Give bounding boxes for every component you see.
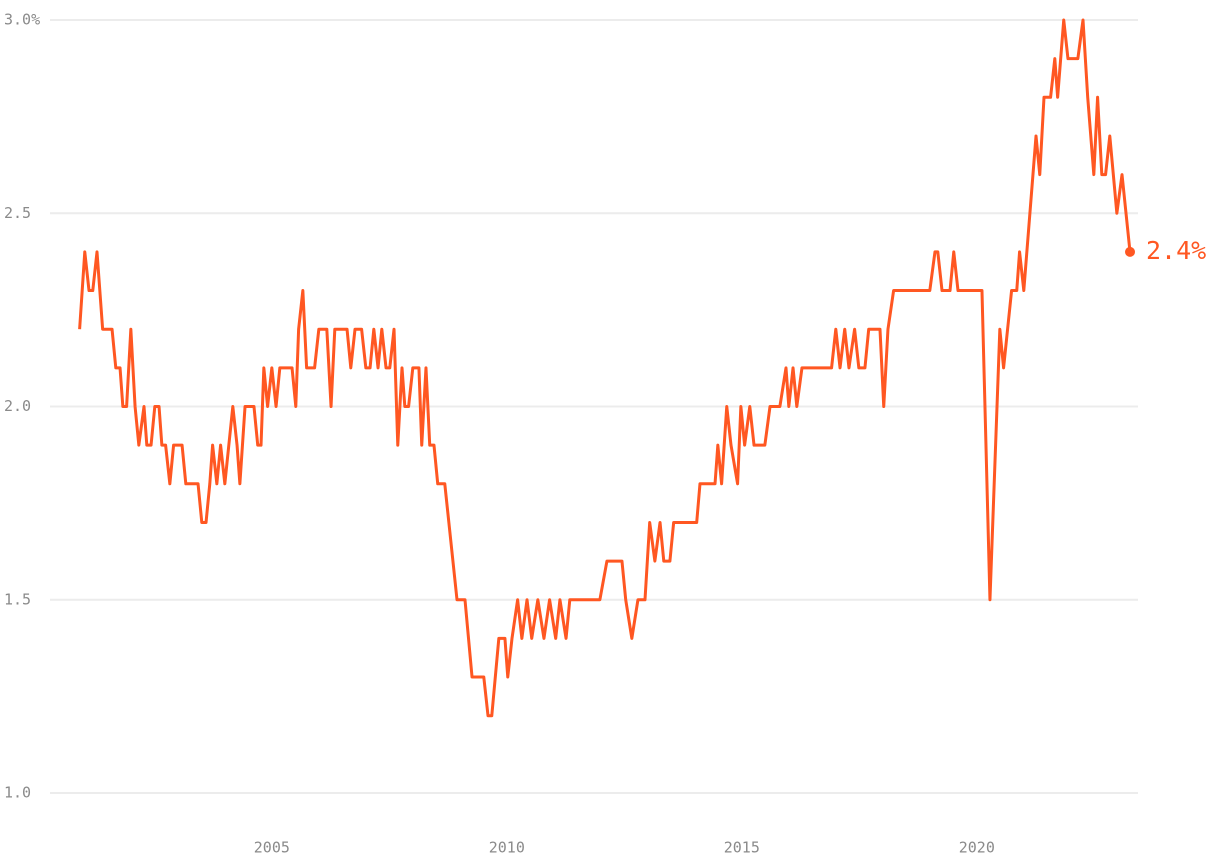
y-tick-label: 2.5 xyxy=(4,204,31,222)
y-tick-label: 3.0% xyxy=(4,11,40,29)
y-tick-label: 1.5 xyxy=(4,590,31,608)
y-tick-label: 2.0 xyxy=(4,397,31,415)
x-tick-label: 2010 xyxy=(489,839,525,857)
end-value-label: 2.4% xyxy=(1146,236,1206,265)
x-tick-label: 2015 xyxy=(724,839,760,857)
x-tick-label: 2020 xyxy=(959,839,995,857)
end-point xyxy=(1125,246,1136,257)
x-tick-label: 2005 xyxy=(254,839,290,857)
line-series xyxy=(78,18,1132,718)
y-tick-label: 1.0 xyxy=(4,784,31,802)
